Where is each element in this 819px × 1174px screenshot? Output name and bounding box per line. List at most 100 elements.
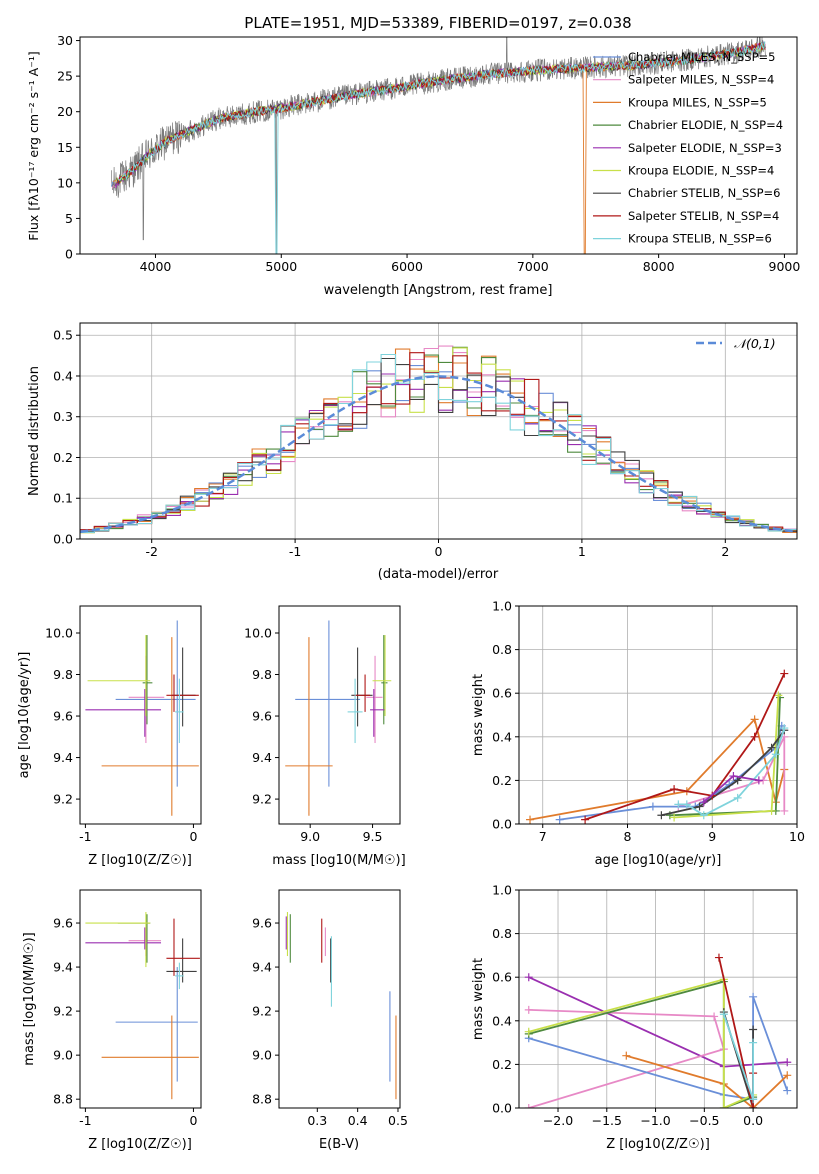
weight-point-marker: [749, 992, 758, 1001]
weight-point-marker: [524, 973, 533, 982]
x-tick-label: -1: [289, 544, 301, 559]
x-tick-label: 8: [624, 829, 632, 844]
y-tick-label: 0.8: [492, 926, 512, 941]
x-tick-label: 0: [435, 544, 443, 559]
residuals-panel: -2 -1 0 1 2 0.0 0.1 0.2 0.3 0.4 0.5 (data-model)/e…: [27, 322, 798, 582]
x-tick-label: 4000: [140, 259, 172, 274]
weight-line: [528, 980, 754, 1108]
y-tick-label: 9.6: [53, 709, 73, 724]
spectrum-panel: 4000 5000 6000 7000 8000 9000 0 5 10 15 20 25 30 wav…: [26, 33, 800, 298]
weight-point-marker: [749, 1025, 758, 1034]
weight-point-marker: [524, 1005, 533, 1014]
x-tick-label: 0.5: [388, 1113, 408, 1128]
y-tick-label: 9.4: [252, 960, 272, 975]
x-tick-label: -2: [145, 544, 157, 559]
x-tick-label: 0.4: [348, 1113, 368, 1128]
y-tick-label: 10.0: [244, 625, 272, 640]
x-tick-label: −1.5: [592, 1113, 622, 1128]
y-tick-label: 0.0: [492, 817, 512, 832]
x-tick-label: 1: [578, 544, 586, 559]
x-tick-label: 9: [708, 829, 716, 844]
weight-point-marker: [710, 1012, 719, 1021]
weight-point-marker: [555, 815, 564, 824]
weight-point-marker: [754, 776, 763, 785]
y-tick-label: 9.0: [53, 1048, 73, 1063]
y-tick-label: 0.4: [53, 368, 73, 383]
x-tick-label: 7000: [517, 259, 549, 274]
mass-vs-z-xlabel: Z [log10(Z/Z☉)]: [88, 1137, 192, 1152]
y-tick-label: 0.4: [492, 729, 512, 744]
x-tick-label: 9.0: [300, 829, 320, 844]
weight-vs-z-ylabel: mass weight: [471, 958, 486, 1040]
y-tick-label: 25: [57, 69, 73, 84]
y-tick-label: 0.6: [492, 970, 512, 985]
x-tick-label: -1: [79, 1113, 91, 1128]
y-tick-label: 9.6: [252, 916, 272, 931]
model-spectrum-line: [118, 41, 766, 254]
weight-point-marker: [622, 1051, 631, 1060]
weight-point-marker: [750, 715, 759, 724]
weight-vs-z-panel: −2.0 −1.5 −1.0 −0.5 0.0 0.0 0.2 0.4 0.6 0.8 1.0 Z …: [471, 883, 798, 1152]
x-tick-label: 10: [789, 829, 805, 844]
weight-point-marker: [783, 1071, 792, 1080]
age-vs-mass-panel: 9.0 9.5 9.2 9.4 9.6 9.8 10.0 mass [log10(M/M☉)…: [244, 605, 406, 868]
weight-point-marker: [733, 776, 742, 785]
y-tick-label: 5: [65, 211, 73, 226]
normal-reference-curve: [80, 375, 797, 534]
model-spectrum-line: [116, 43, 766, 185]
weight-point-marker: [695, 802, 704, 811]
y-tick-label: 9.6: [53, 916, 73, 931]
y-tick-label: 0.4: [492, 1013, 512, 1028]
x-tick-label: −0.5: [689, 1113, 719, 1128]
weight-point-marker: [524, 1027, 533, 1036]
weight-vs-z-xlabel: Z [log10(Z/Z☉)]: [606, 1137, 710, 1152]
weight-line: [528, 978, 754, 1108]
x-tick-label: 9000: [769, 259, 801, 274]
weight-point-marker: [699, 811, 708, 820]
x-tick-label: 0: [189, 1113, 197, 1128]
x-tick-label: 9.5: [363, 829, 383, 844]
legend-entry: Kroupa STELIB, N_SSP=6: [628, 232, 772, 246]
age-vs-z-panel: -1 0 9.2 9.4 9.6 9.8 10.0 Z [log10(Z/Z☉)] age …: [17, 605, 202, 868]
y-tick-label: 9.2: [252, 1004, 272, 1019]
weight-point-marker: [729, 772, 738, 781]
weight-point-marker: [749, 1095, 758, 1104]
x-tick-label: 0.3: [307, 1113, 327, 1128]
y-tick-label: 9.8: [53, 667, 73, 682]
weight-point-marker: [524, 1104, 533, 1108]
weight-point-marker: [780, 669, 789, 678]
mass-vs-ebv-xlabel: E(B-V): [319, 1137, 359, 1152]
figure-title: PLATE=1951, MJD=53389, FIBERID=0197, z=0…: [244, 14, 631, 32]
legend-entry: Salpeter STELIB, N_SSP=4: [628, 209, 779, 223]
y-tick-label: 9.2: [252, 792, 272, 807]
residuals-ylabel: Normed distribution: [27, 366, 42, 496]
legend-entry: Kroupa MILES, N_SSP=5: [628, 95, 767, 109]
x-tick-label: 0.0: [743, 1113, 763, 1128]
y-tick-label: 0.2: [492, 1057, 512, 1072]
weight-point-marker: [719, 1104, 728, 1108]
residual-histogram: [80, 353, 797, 533]
y-tick-label: 8.8: [53, 1092, 73, 1107]
x-tick-label: 6000: [391, 259, 423, 274]
y-tick-label: 0.8: [492, 642, 512, 657]
weight-point-marker: [780, 724, 789, 733]
weight-point-marker: [581, 815, 590, 824]
legend-entry: Kroupa ELODIE, N_SSP=4: [628, 164, 774, 178]
y-tick-label: 9.4: [53, 750, 73, 765]
x-tick-label: 8000: [643, 259, 675, 274]
weight-point-marker: [648, 802, 657, 811]
legend-entry: Chabrier STELIB, N_SSP=6: [628, 186, 780, 200]
y-tick-label: 0.0: [53, 532, 73, 547]
x-tick-label: −1.0: [640, 1113, 670, 1128]
weight-point-marker: [750, 732, 759, 741]
age-vs-z-xlabel: Z [log10(Z/Z☉)]: [88, 853, 192, 868]
mass-vs-ebv-panel: 0.3 0.4 0.5 8.8 9.0 9.2 9.4 9.6 E(B-V): [252, 889, 408, 1152]
legend-entry: Salpeter ELODIE, N_SSP=3: [628, 141, 782, 155]
weight-point-marker: [767, 806, 776, 815]
y-tick-label: 15: [57, 140, 73, 155]
y-tick-label: 0.5: [53, 328, 73, 343]
y-tick-label: 20: [57, 104, 73, 119]
y-tick-label: 9.6: [252, 709, 272, 724]
weight-point-marker: [783, 1086, 792, 1095]
